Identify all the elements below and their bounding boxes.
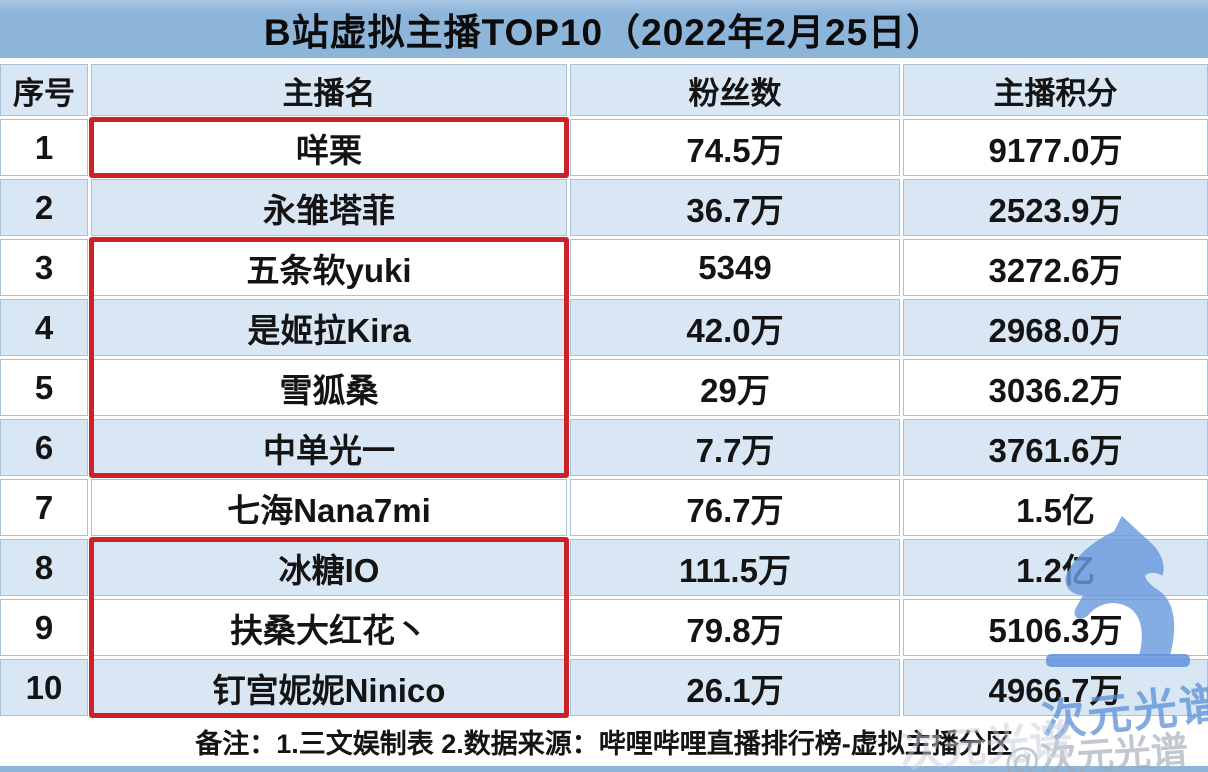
name-cell: 雪狐桑 [91, 359, 567, 416]
score-cell: 1.2亿 [903, 539, 1208, 596]
fans-cell: 36.7万 [570, 179, 900, 236]
page-title: B站虚拟主播TOP10（2022年2月25日） [263, 12, 945, 53]
name-cell: 咩栗 [91, 119, 567, 176]
fans-cell: 7.7万 [570, 419, 900, 476]
header-name: 主播名 [91, 64, 567, 116]
name-cell: 中单光一 [91, 419, 567, 476]
footnote-bar: 备注：1.三文娱制表 2.数据来源：哔哩哔哩直播排行榜-虚拟主播分区 [0, 716, 1208, 766]
bottom-blue-strip [0, 766, 1208, 772]
rank-cell: 7 [0, 479, 88, 536]
rank-cell: 1 [0, 119, 88, 176]
rank-cell: 4 [0, 299, 88, 356]
rank-cell: 6 [0, 419, 88, 476]
header-rank: 序号 [0, 64, 88, 116]
fans-cell: 111.5万 [570, 539, 900, 596]
score-cell: 1.5亿 [903, 479, 1208, 536]
fans-cell: 74.5万 [570, 119, 900, 176]
name-cell: 五条软yuki [91, 239, 567, 296]
score-cell: 9177.0万 [903, 119, 1208, 176]
fans-cell: 5349 [570, 239, 900, 296]
name-cell: 七海Nana7mi [91, 479, 567, 536]
rank-cell: 3 [0, 239, 88, 296]
rank-cell: 10 [0, 659, 88, 716]
name-cell: 冰糖IO [91, 539, 567, 596]
score-cell: 5106.3万 [903, 599, 1208, 656]
header-score: 主播积分 [903, 64, 1208, 116]
name-cell: 扶桑大红花丶 [91, 599, 567, 656]
rank-cell: 8 [0, 539, 88, 596]
fans-cell: 29万 [570, 359, 900, 416]
score-cell: 3036.2万 [903, 359, 1208, 416]
name-cell: 永雏塔菲 [91, 179, 567, 236]
score-cell: 2968.0万 [903, 299, 1208, 356]
name-cell: 是姬拉Kira [91, 299, 567, 356]
title-bar: B站虚拟主播TOP10（2022年2月25日） [0, 0, 1208, 58]
header-fans: 粉丝数 [570, 64, 900, 116]
score-cell: 2523.9万 [903, 179, 1208, 236]
fans-cell: 79.8万 [570, 599, 900, 656]
fans-cell: 76.7万 [570, 479, 900, 536]
footnote-text: 备注：1.三文娱制表 2.数据来源：哔哩哔哩直播排行榜-虚拟主播分区 [195, 728, 1013, 759]
rank-cell: 5 [0, 359, 88, 416]
score-cell: 3761.6万 [903, 419, 1208, 476]
score-cell: 3272.6万 [903, 239, 1208, 296]
ranking-table: 序号 主播名 粉丝数 主播积分 1 咩栗 74.5万 9177.0万 2 永雏塔… [0, 64, 1208, 716]
rank-cell: 9 [0, 599, 88, 656]
name-cell: 钉宫妮妮Ninico [91, 659, 567, 716]
fans-cell: 42.0万 [570, 299, 900, 356]
fans-cell: 26.1万 [570, 659, 900, 716]
score-cell: 4966.7万 [903, 659, 1208, 716]
rank-cell: 2 [0, 179, 88, 236]
